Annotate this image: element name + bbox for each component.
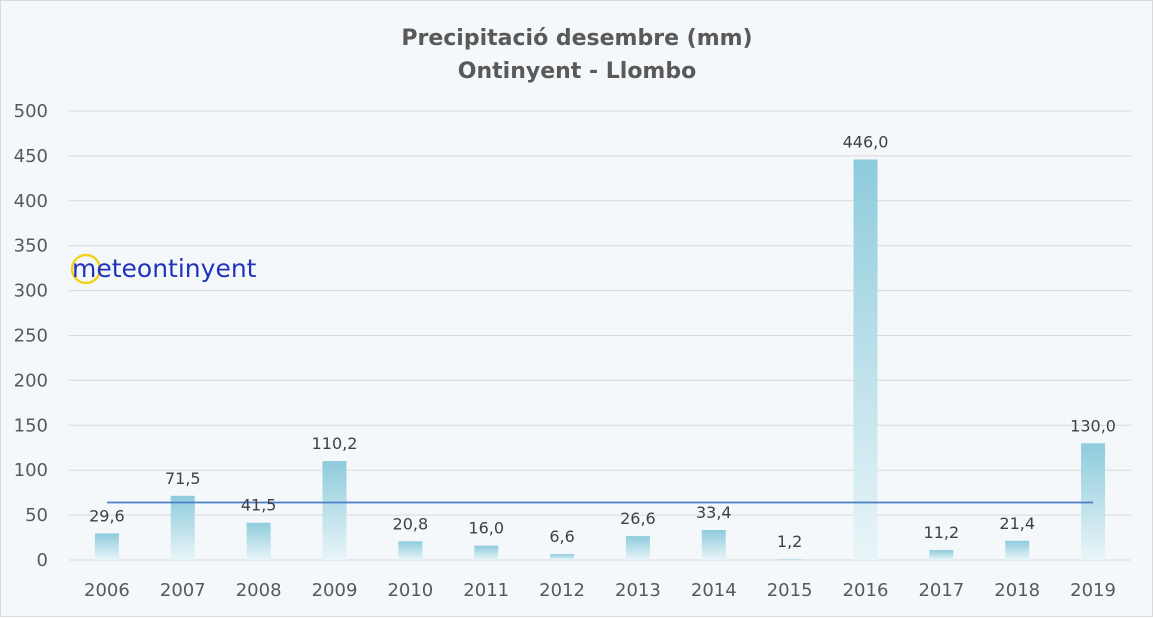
data-label: 29,6 xyxy=(89,506,125,525)
data-label: 41,5 xyxy=(241,496,277,515)
x-tick-label: 2009 xyxy=(312,580,358,601)
bar-2017 xyxy=(929,549,954,560)
data-label: 110,2 xyxy=(312,434,358,453)
bar-2010 xyxy=(398,541,423,560)
x-tick-label: 2017 xyxy=(918,580,964,601)
y-tick-label: 50 xyxy=(25,505,48,526)
watermark-text: meteontinyent xyxy=(72,254,257,283)
x-tick-label: 2006 xyxy=(84,580,130,601)
y-tick-label: 200 xyxy=(14,370,48,391)
data-label: 446,0 xyxy=(843,132,889,151)
bar-2011 xyxy=(474,545,499,560)
x-tick-label: 2011 xyxy=(463,580,509,601)
x-tick-label: 2014 xyxy=(691,580,737,601)
bars xyxy=(94,159,1106,560)
bar-2015 xyxy=(777,558,802,560)
bar-2016 xyxy=(853,159,878,560)
watermark: meteontinyent xyxy=(70,253,257,285)
x-tick-label: 2018 xyxy=(994,580,1040,601)
chart-title: Precipitació desembre (mm) xyxy=(401,26,752,51)
x-tick-label: 2019 xyxy=(1070,580,1116,601)
x-tick-label: 2010 xyxy=(387,580,433,601)
x-axis-ticks: 2006 2007 2008 2009 2010 2011 2012 2013 2014 2015… xyxy=(84,580,1116,601)
data-label: 71,5 xyxy=(165,469,201,488)
y-tick-label: 100 xyxy=(14,460,48,481)
bar-2012 xyxy=(550,554,575,560)
data-label: 16,0 xyxy=(468,519,504,538)
x-tick-label: 2013 xyxy=(615,580,661,601)
bar-2014 xyxy=(701,530,726,560)
y-axis-ticks: 0 50 100 150 200 250 300 350 400 450 500 xyxy=(14,101,48,571)
chart-subtitle: Ontinyent - Llombo xyxy=(458,59,696,84)
bar-2013 xyxy=(625,536,650,560)
data-label: 21,4 xyxy=(999,514,1035,533)
x-tick-label: 2016 xyxy=(843,580,889,601)
bar-2018 xyxy=(1005,540,1030,560)
x-tick-label: 2015 xyxy=(767,580,813,601)
data-label: 26,6 xyxy=(620,509,656,528)
y-tick-label: 450 xyxy=(14,146,48,167)
y-tick-label: 350 xyxy=(14,236,48,257)
y-tick-label: 150 xyxy=(14,415,48,436)
data-label: 6,6 xyxy=(549,527,574,546)
bar-2007 xyxy=(170,495,195,560)
y-tick-label: 500 xyxy=(14,101,48,122)
data-label: 33,4 xyxy=(696,503,732,522)
x-tick-label: 2007 xyxy=(160,580,206,601)
y-tick-label: 300 xyxy=(14,281,48,302)
data-label: 1,2 xyxy=(777,532,802,551)
bar-2008 xyxy=(246,522,271,560)
data-labels: 29,6 71,5 41,5 110,2 20,8 16,0 6,6 26,6 33,4 1,2 4… xyxy=(89,132,1116,550)
data-label: 130,0 xyxy=(1070,416,1116,435)
y-tick-label: 0 xyxy=(37,550,48,571)
x-tick-label: 2008 xyxy=(236,580,282,601)
watermark-ring-icon xyxy=(70,253,102,285)
data-label: 11,2 xyxy=(924,523,960,542)
data-label: 20,8 xyxy=(393,514,429,533)
y-tick-label: 250 xyxy=(14,326,48,347)
y-tick-label: 400 xyxy=(14,191,48,212)
gridlines xyxy=(69,110,1131,561)
bar-2009 xyxy=(322,461,347,560)
x-tick-label: 2012 xyxy=(539,580,585,601)
bar-2006 xyxy=(94,533,119,560)
